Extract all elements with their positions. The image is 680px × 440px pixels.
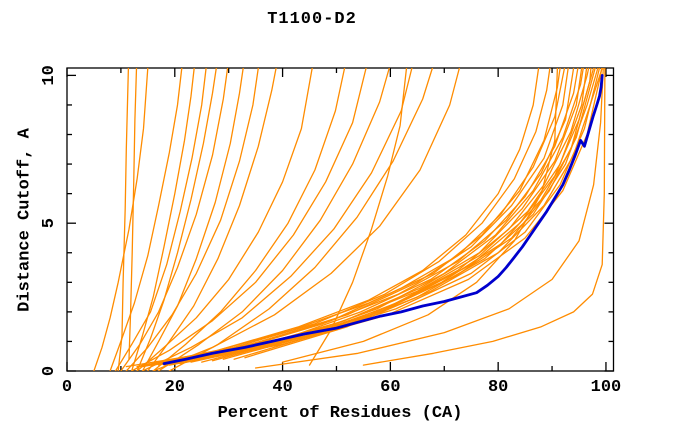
chart-title: T1100-D2: [267, 10, 357, 29]
model-curve: [109, 68, 183, 371]
model-curve: [131, 68, 195, 371]
model-curve: [128, 68, 138, 360]
model-curve: [168, 68, 603, 366]
y-tick-label: 0: [40, 366, 59, 376]
model-curve: [152, 68, 346, 371]
x-tick-label: 100: [591, 378, 622, 397]
model-curve: [174, 68, 569, 365]
model-curve: [136, 68, 217, 371]
model-curve: [254, 68, 604, 369]
plot-frame: [66, 67, 615, 372]
model-curve: [152, 68, 461, 371]
model-curve: [184, 68, 579, 363]
x-tick-label: 40: [272, 378, 292, 397]
model-curve: [163, 68, 592, 366]
model-curve: [131, 68, 367, 371]
model-curve: [141, 68, 244, 371]
model-curve: [147, 68, 551, 366]
y-tick-label: 5: [40, 218, 59, 228]
x-tick-label: 0: [62, 378, 72, 397]
model-curve: [120, 68, 229, 371]
x-tick-label: 60: [380, 378, 400, 397]
y-tick-label: 10: [40, 65, 59, 85]
y-axis-title: Distance Cutoff, A: [15, 128, 35, 312]
model-curve: [136, 68, 540, 368]
model-curve: [141, 68, 413, 371]
model-curve: [190, 68, 601, 363]
model-curve: [147, 68, 277, 371]
model-curve: [168, 68, 434, 371]
x-axis-title: Percent of Residues (CA): [217, 404, 463, 423]
model-curve: [136, 68, 313, 371]
model-curve: [125, 68, 259, 371]
model-curve: [114, 68, 207, 371]
x-tick-label: 80: [488, 378, 508, 397]
highlight-curve: [162, 74, 604, 366]
x-tick-label: 20: [165, 378, 185, 397]
model-curve: [201, 68, 584, 363]
model-curve: [244, 68, 603, 359]
model-curve: [125, 68, 561, 368]
model-curve: [93, 68, 149, 371]
model-curve: [362, 68, 606, 366]
